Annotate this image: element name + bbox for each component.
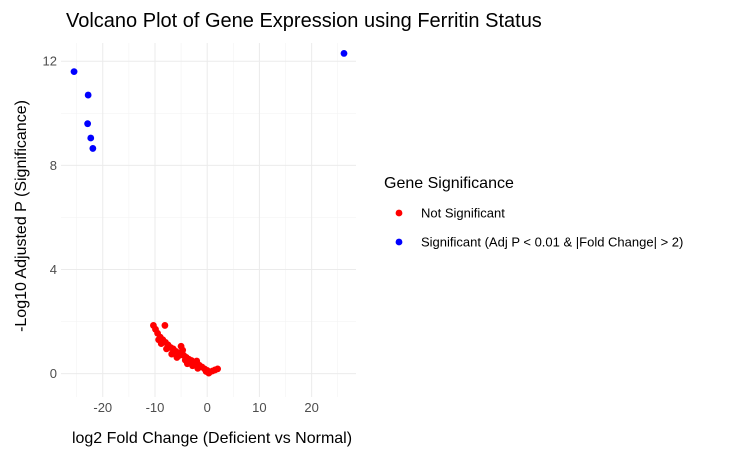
not-significant-point — [189, 362, 196, 370]
not-significant-point — [194, 364, 202, 372]
x-axis-title: log2 Fold Change (Deficient vs Normal) — [72, 430, 352, 447]
y-tick-label: 0 — [50, 366, 57, 381]
not-significant-point — [214, 365, 222, 373]
significant-point — [87, 134, 95, 142]
not-significant-point — [155, 336, 163, 344]
significant-point — [84, 120, 92, 128]
significant-point — [340, 50, 348, 57]
not-significant-point — [179, 346, 187, 354]
not-significant-point — [168, 350, 176, 358]
significant-point — [70, 68, 78, 76]
not-significant-point — [181, 356, 189, 364]
not-significant-point — [176, 351, 183, 359]
legend-title: Gene Significance — [384, 175, 514, 192]
x-tick-label: -20 — [93, 400, 112, 415]
x-tick-label: -10 — [146, 400, 165, 415]
legend-key-significant — [395, 238, 403, 246]
legend-key-not-significant — [395, 209, 403, 217]
legend: Gene Significance Not Significant Signifi… — [384, 175, 683, 250]
not-significant-point — [163, 345, 170, 353]
y-tick-label: 8 — [50, 158, 57, 173]
y-tick-label: 12 — [43, 54, 57, 69]
chart-title: Volcano Plot of Gene Expression using Fe… — [66, 10, 542, 32]
x-tick-label: 10 — [252, 400, 266, 415]
significant-point — [89, 145, 97, 152]
x-tick-label: 0 — [204, 400, 211, 415]
grid-lines — [61, 43, 356, 397]
data-points — [70, 50, 348, 377]
y-axis-title: -Log10 Adjusted P (Significance) — [13, 100, 30, 332]
not-significant-point — [202, 368, 210, 375]
x-tick-label: 20 — [304, 400, 318, 415]
not-significant-point — [161, 322, 169, 329]
x-tick-labels: -20 -10 0 10 20 — [93, 400, 318, 415]
y-tick-labels: 0 4 8 12 — [43, 54, 57, 381]
y-tick-label: 4 — [50, 262, 57, 277]
significant-point — [84, 91, 92, 99]
legend-label: Significant (Adj P < 0.01 & |Fold Change… — [421, 235, 683, 250]
legend-label: Not Significant — [421, 206, 505, 221]
